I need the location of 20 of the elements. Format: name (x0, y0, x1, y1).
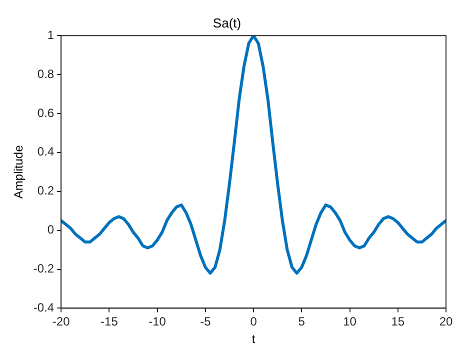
y-axis-title: Amplitude (12, 144, 26, 199)
y-tick-label: 1 (47, 28, 54, 42)
x-tick-label: 15 (391, 314, 405, 329)
y-tick-label: 0.4 (37, 144, 54, 159)
x-tick-label: -15 (100, 314, 118, 329)
x-tick-label: 5 (298, 314, 306, 329)
y-tick-label: 0.2 (37, 184, 54, 198)
y-tick-label: 0.8 (37, 66, 54, 81)
x-axis-title: t (252, 332, 256, 346)
y-tick-label: 0 (47, 222, 54, 237)
x-tick-label: -10 (148, 314, 166, 329)
x-tick-label: 20 (439, 314, 453, 329)
x-tick-label: -20 (52, 314, 70, 329)
x-tick-label: -5 (200, 314, 212, 329)
y-tick-label: -0.2 (33, 262, 54, 276)
x-tick-label: 10 (343, 314, 357, 329)
x-tick-label: 0 (250, 314, 258, 329)
y-tick-label: 0.6 (37, 106, 54, 120)
y-tick-label: -0.4 (33, 300, 54, 315)
chart-title: Sa(t) (212, 15, 242, 30)
